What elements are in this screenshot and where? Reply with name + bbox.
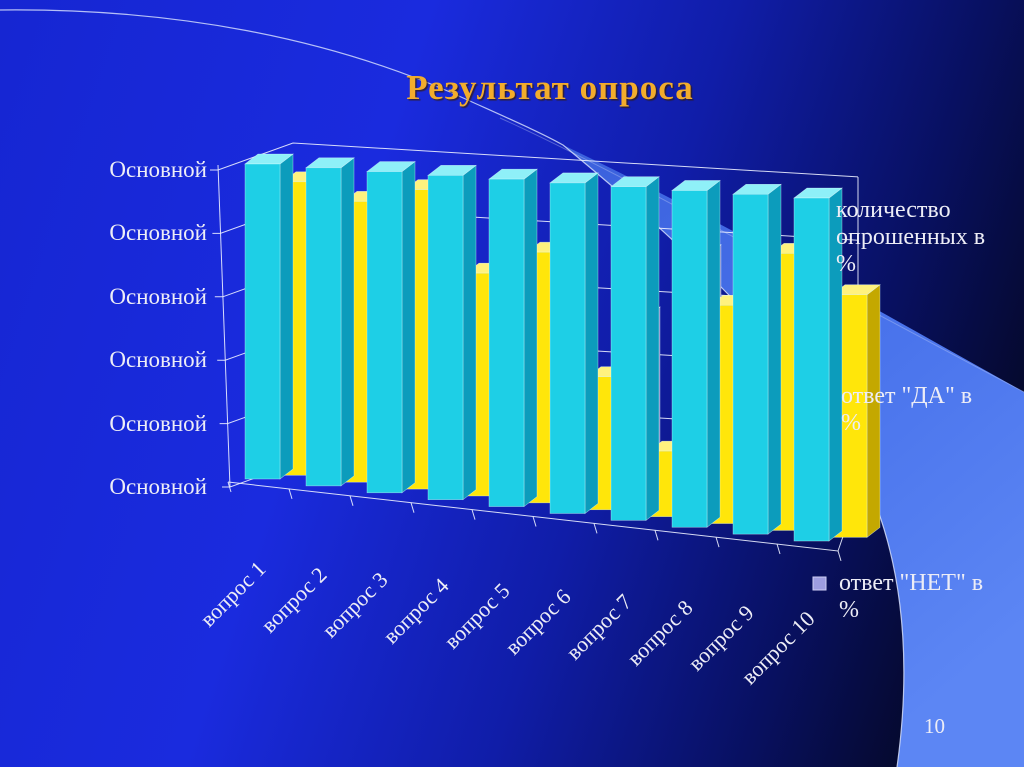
page-number: 10 bbox=[924, 714, 945, 738]
bars-layer bbox=[244, 153, 881, 542]
y-axis-label: Основной bbox=[109, 347, 207, 373]
background-swoosh bbox=[563, 145, 1024, 767]
legend-item-yes: ответ "ДА" в % bbox=[841, 383, 973, 436]
legend-item-respondents: количество опрошенных в % bbox=[836, 197, 986, 277]
y-axis-label: Основной bbox=[109, 474, 207, 499]
bar--5 bbox=[488, 168, 538, 508]
legend-swatch-2 bbox=[812, 576, 827, 591]
x-axis-tick bbox=[776, 543, 781, 555]
decorative-arc-outer bbox=[0, 9, 905, 767]
x-axis-tick bbox=[654, 530, 659, 541]
bar--8 bbox=[671, 179, 721, 528]
x-axis-tick bbox=[837, 550, 842, 562]
y-axis-label: Основной bbox=[109, 220, 207, 246]
legend-item-no: ответ "НЕТ" в % bbox=[839, 570, 984, 623]
x-axis-tick bbox=[349, 495, 354, 506]
x-axis-tick bbox=[227, 481, 232, 493]
y-axis-label: Основной bbox=[109, 283, 207, 309]
bar--4 bbox=[427, 164, 477, 501]
bar--3 bbox=[366, 160, 416, 494]
decorative-arc-upper bbox=[499, 117, 1024, 393]
bar--9 bbox=[732, 183, 782, 535]
bar--1 bbox=[244, 153, 294, 480]
x-axis-tick bbox=[532, 516, 537, 527]
y-axis-label: Основной bbox=[109, 157, 207, 182]
bar--7 bbox=[610, 176, 660, 521]
page-title: Результат опроса bbox=[406, 68, 694, 107]
x-axis-tick bbox=[410, 502, 415, 513]
y-axis-label: Основной bbox=[109, 410, 207, 436]
x-axis-tick bbox=[715, 536, 720, 548]
bar--6 bbox=[549, 172, 599, 515]
x-axis-tick bbox=[471, 509, 476, 520]
x-axis-tick bbox=[288, 488, 293, 500]
y-axis-line bbox=[217, 164, 231, 488]
bar--2 bbox=[305, 157, 355, 487]
bar--10 bbox=[793, 187, 843, 542]
x-axis-tick bbox=[593, 523, 598, 534]
